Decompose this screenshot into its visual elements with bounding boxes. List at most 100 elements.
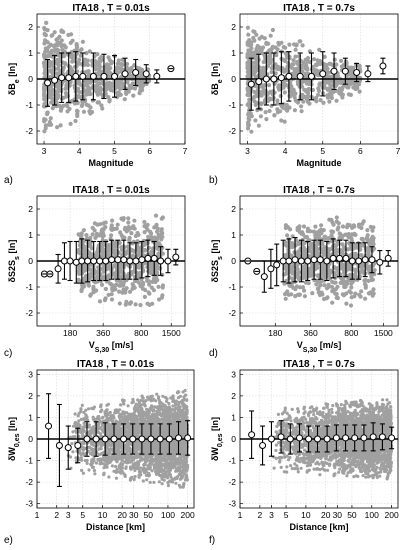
- scatter-point: [348, 235, 353, 240]
- scatter-point: [287, 89, 292, 94]
- scatter-point: [46, 59, 51, 65]
- mean-marker: [111, 72, 119, 80]
- scatter-point: [145, 227, 150, 232]
- scatter-point: [126, 225, 131, 230]
- panel-label: c): [4, 348, 12, 359]
- mean-marker: [164, 257, 172, 265]
- scatter-point: [339, 64, 344, 69]
- scatter-point: [313, 97, 318, 102]
- scatter-point: [84, 51, 89, 56]
- scatter-point: [67, 106, 72, 112]
- x-tick-label: 5: [112, 146, 117, 156]
- binned-means: [244, 237, 392, 293]
- scatter-point: [154, 236, 160, 241]
- scatter-point: [258, 114, 263, 119]
- scatter-point: [340, 277, 345, 282]
- scatter-point: [259, 102, 264, 107]
- scatter-point: [114, 476, 118, 480]
- scatter-point: [369, 277, 374, 283]
- scatter-point: [50, 106, 55, 111]
- scatter-point: [273, 62, 278, 67]
- scatter-point: [263, 110, 268, 115]
- scatter-point: [307, 101, 312, 106]
- scatter-point: [246, 48, 251, 53]
- mean-marker: [100, 72, 108, 80]
- scatter-point: [55, 48, 61, 53]
- scatter-point: [106, 462, 110, 466]
- scatter-point: [298, 58, 303, 63]
- scatter-point: [149, 285, 154, 290]
- scatter-point: [292, 250, 297, 255]
- scatter-point: [264, 117, 269, 122]
- scatter-point: [155, 226, 160, 231]
- scatter-point: [245, 92, 250, 97]
- scatter-point: [295, 292, 300, 297]
- scatter-point: [298, 39, 303, 44]
- scatter-point: [154, 222, 159, 227]
- scatter-point: [253, 118, 258, 123]
- scatter-point: [287, 275, 292, 280]
- scatter-point: [115, 222, 120, 227]
- mean-marker: [132, 69, 140, 76]
- scatter-point: [348, 92, 353, 97]
- scatter-point: [82, 252, 87, 257]
- scatter-point: [349, 65, 354, 70]
- scatter-point: [300, 285, 306, 290]
- mean-marker: [66, 257, 74, 265]
- scatter-point: [82, 89, 87, 94]
- scatter-point: [245, 126, 251, 131]
- scatter-point: [282, 119, 287, 124]
- scatter-point: [142, 294, 147, 299]
- mean-marker: [172, 253, 180, 261]
- scatter-point: [133, 302, 138, 307]
- scatter-point: [147, 282, 152, 287]
- scatter-point: [277, 87, 282, 92]
- scatter-point: [102, 466, 106, 470]
- scatter-point: [307, 269, 312, 274]
- scatter-point: [61, 29, 66, 35]
- scatter-point: [283, 223, 288, 228]
- scatter-point: [59, 44, 64, 49]
- scatter-point: [129, 83, 134, 88]
- scatter-point: [117, 264, 122, 269]
- scatter-point: [132, 226, 137, 231]
- scatter-point: [262, 53, 267, 58]
- scatter-point: [360, 269, 365, 274]
- scatter-point: [81, 109, 87, 114]
- scatter-point: [146, 234, 151, 239]
- scatter-point: [69, 54, 74, 59]
- mean-marker: [285, 72, 293, 80]
- scatter-point: [127, 235, 132, 240]
- scatter-point: [245, 62, 250, 67]
- mean-marker: [157, 257, 165, 265]
- scatter-point: [103, 286, 108, 292]
- mean-marker: [84, 257, 92, 265]
- mean-marker: [361, 256, 369, 264]
- scatter-point: [322, 54, 327, 60]
- scatter-point: [252, 89, 257, 94]
- scatter-point: [93, 472, 97, 476]
- scatter-point: [42, 41, 47, 46]
- scatter-point: [100, 234, 105, 239]
- scatter-point: [57, 103, 62, 108]
- scatter-point: [287, 240, 292, 245]
- scatter-point: [317, 233, 322, 238]
- y-axis-label: δBe [ln]: [7, 63, 21, 95]
- y-tick-label: -2: [25, 126, 33, 136]
- mean-marker: [348, 257, 356, 265]
- scatter-point: [366, 278, 371, 283]
- x-axis-label: Magnitude: [297, 158, 342, 168]
- scatter-point: [315, 286, 320, 291]
- scatter-point: [87, 49, 92, 54]
- scatter-point: [284, 53, 289, 58]
- scatter-point: [330, 90, 336, 95]
- scatter-point: [77, 243, 83, 248]
- scatter-point: [126, 220, 131, 225]
- scatter-point: [95, 100, 100, 105]
- scatter-point: [294, 99, 299, 104]
- scatter-point: [41, 104, 47, 109]
- scatter-point: [84, 233, 89, 238]
- scatter-point: [340, 242, 345, 247]
- mean-marker: [247, 80, 255, 88]
